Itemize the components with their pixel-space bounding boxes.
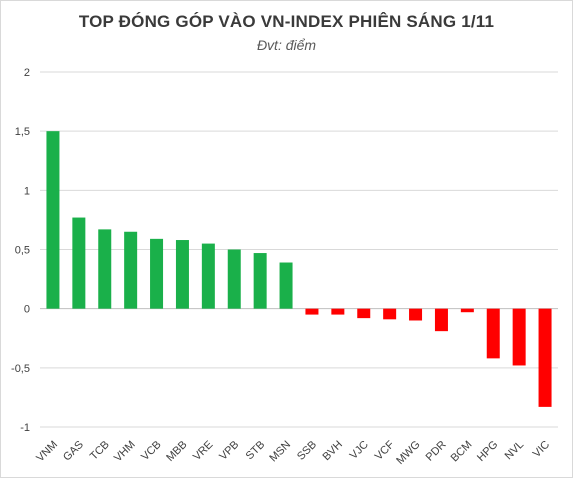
x-tick-label: VCF (373, 438, 397, 462)
bar-vnm (46, 131, 60, 309)
x-tick-label: BVH (320, 439, 345, 464)
bar-vcf (383, 308, 397, 320)
y-tick-label: 0,5 (15, 245, 30, 257)
bar-nvl (512, 308, 526, 366)
x-tick-label: PDR (424, 439, 449, 464)
bar-bvh (331, 308, 345, 315)
bar-pdr (434, 308, 448, 332)
x-tick-label: SSB (295, 439, 319, 463)
x-tick-label: HPG (475, 439, 500, 464)
bar-tcb (98, 229, 112, 309)
x-tick-label: VRE (191, 439, 215, 463)
bar-stb (253, 253, 267, 309)
x-tick-label: VJC (348, 439, 371, 462)
chart-title: TOP ĐÓNG GÓP VÀO VN-INDEX PHIÊN SÁNG 1/1… (78, 12, 495, 31)
x-tick-label: GAS (61, 439, 86, 464)
x-tick-label: VCB (139, 439, 163, 463)
y-tick-label: -0,5 (11, 363, 30, 375)
x-tick-label: BCM (449, 439, 475, 465)
x-tick-label: NVL (503, 439, 527, 463)
y-tick-label: 1,5 (15, 126, 30, 138)
y-axis-ticks: -1 -0,5 0 0,5 1 1,5 2 (11, 67, 30, 434)
bar-gas (72, 217, 86, 309)
y-tick-label: 2 (24, 67, 30, 79)
bar-vre (201, 243, 215, 309)
chart-subtitle: Đvt: điểm (256, 37, 317, 53)
x-tick-label: MBB (164, 439, 189, 464)
bar-vic (538, 308, 552, 407)
x-tick-label: VHM (112, 439, 138, 465)
x-tick-label: VPB (217, 439, 241, 463)
x-tick-label: MWG (394, 439, 422, 467)
y-tick-label: -1 (20, 422, 30, 434)
gridlines (40, 71, 558, 428)
bars (46, 131, 552, 407)
x-tick-label: MSN (267, 439, 293, 465)
bar-msn (279, 262, 293, 309)
x-tick-label: VNM (34, 439, 60, 465)
x-tick-label: STB (244, 439, 268, 463)
bar-mbb (175, 240, 189, 309)
x-axis-labels: VNM GAS TCB VHM VCB MBB VRE VPB STB MSN SSB BVH VJC V… (34, 438, 552, 467)
x-tick-label: VIC (531, 439, 552, 460)
bar-hpg (486, 308, 500, 359)
y-tick-label: 0 (24, 304, 30, 316)
x-tick-label: TCB (88, 439, 112, 463)
y-tick-label: 1 (24, 185, 30, 197)
bar-bcm (460, 308, 474, 313)
bar-vcb (150, 238, 164, 309)
bar-vjc (357, 308, 371, 319)
bar-ssb (305, 308, 319, 315)
bar-vhm (124, 231, 138, 309)
bar-vpb (227, 249, 241, 309)
bar-mwg (409, 308, 423, 321)
